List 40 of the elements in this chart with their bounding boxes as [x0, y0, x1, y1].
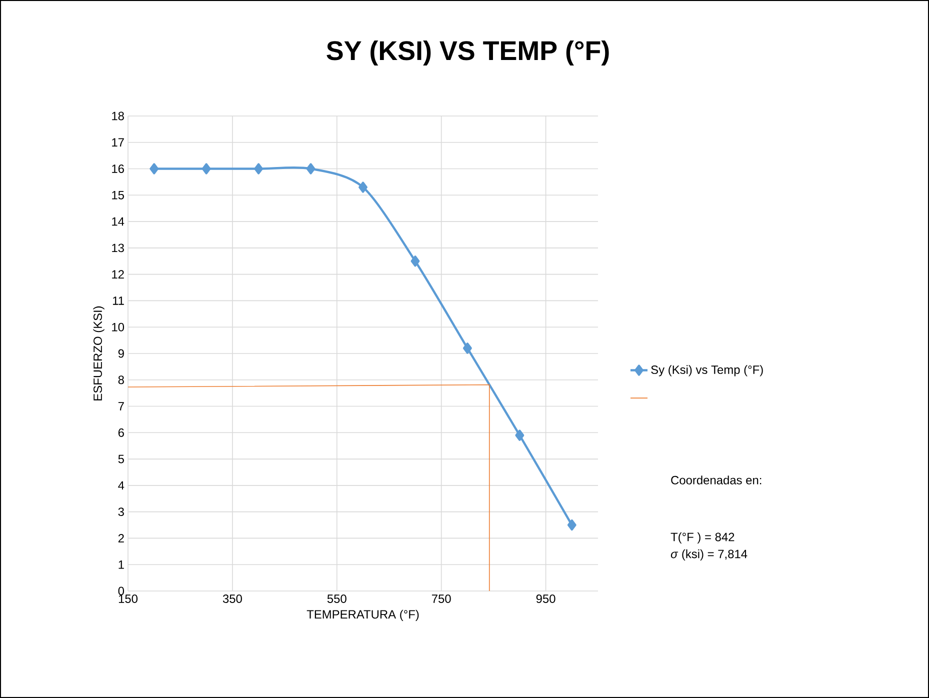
y-tick-label: 1	[118, 560, 124, 569]
point	[462, 342, 472, 354]
y-tick-label: 4	[118, 481, 124, 490]
point	[254, 163, 264, 174]
y-tick-label: 18	[112, 112, 124, 120]
text: Coordenadas en:	[671, 476, 762, 484]
y-tick-label: 8	[118, 376, 124, 384]
y-tick-label: 10	[112, 322, 124, 332]
y-tick-label: 7	[118, 402, 124, 410]
chart-title: SY (KSI) VS TEMP (°F)	[326, 40, 609, 66]
y-tick-label: 13	[112, 244, 124, 252]
y-tick-label: 11	[112, 296, 124, 305]
point	[515, 430, 524, 441]
y-tick-label: 5	[118, 454, 124, 464]
text: T(°F ) = 842	[670, 532, 734, 544]
y-tick-label: 14	[112, 217, 124, 226]
legend-label: Sy (Ksi) vs Temp (°F)	[651, 365, 763, 376]
y-tick-label: 15	[112, 190, 124, 200]
x-tick-label: 950	[536, 594, 556, 603]
y-tick-label: 16	[112, 164, 124, 173]
point	[410, 256, 420, 267]
y-tick-label: 3	[118, 508, 124, 516]
y-axis-title: ESFUERZO (KSI)	[93, 306, 104, 400]
point	[150, 163, 159, 174]
x-tick-label: 550	[327, 594, 346, 603]
x-axis-title: TEMPERATURA (°F)	[306, 610, 419, 621]
y-tick-label: 0	[118, 586, 124, 596]
y-tick-label: 12	[112, 270, 124, 278]
point	[358, 182, 368, 193]
x-tick-label: 750	[432, 594, 451, 603]
y-tick-label: 2	[118, 534, 124, 542]
text: σ (ksi) = 7,814	[670, 549, 748, 561]
y-tick-label: 9	[118, 349, 124, 358]
y-tick-label: 6	[118, 428, 124, 437]
x-tick-label: 350	[222, 594, 242, 603]
point	[306, 163, 316, 174]
y-tick-label: 17	[112, 138, 124, 146]
point	[567, 519, 576, 531]
x-tick-label: 150	[118, 594, 138, 603]
point	[202, 163, 211, 174]
